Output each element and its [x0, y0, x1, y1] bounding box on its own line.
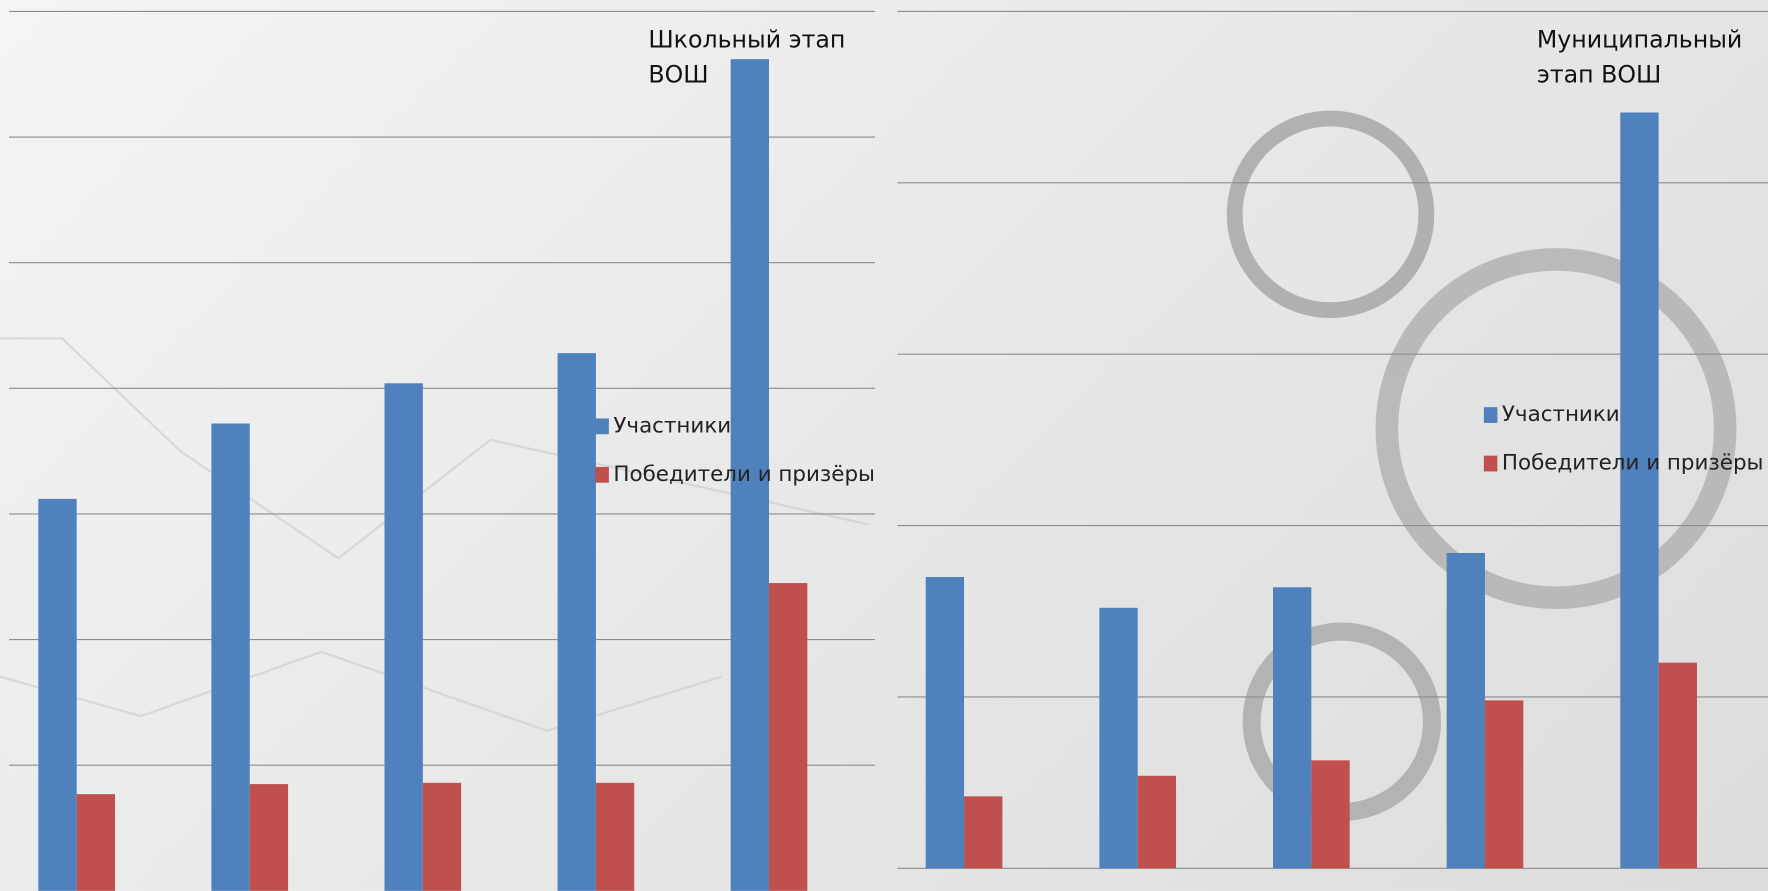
- bar: [925, 576, 965, 869]
- bar: [1620, 112, 1659, 869]
- title-box: Школьный этап ВОШ: [648, 26, 846, 89]
- bar: [595, 782, 635, 891]
- legend-label: Участники: [1502, 402, 1620, 427]
- decor-line: [0, 650, 722, 732]
- chart-title: Школьный этап ВОШ: [648, 26, 846, 89]
- bar: [1099, 607, 1138, 869]
- bar: [1137, 775, 1177, 869]
- bar: [422, 782, 462, 891]
- legend-swatch: [1483, 455, 1498, 472]
- bar: [730, 59, 769, 891]
- bar: [76, 794, 116, 891]
- chart-title: Муниципальный этап ВОШ: [1536, 26, 1743, 89]
- legend-swatch: [595, 418, 609, 435]
- decor-gear: [1226, 110, 1435, 319]
- legend-label: Участники: [613, 413, 731, 438]
- bar: [768, 583, 808, 891]
- legend-label: Победители и призёры: [613, 462, 875, 487]
- background-decor: [0, 110, 1737, 821]
- legend-label: Победители и призёры: [1502, 451, 1764, 476]
- bar: [1311, 760, 1350, 869]
- decor-gear: [1375, 248, 1737, 609]
- bar: [384, 383, 423, 891]
- title-box: Муниципальный этап ВОШ: [1536, 26, 1743, 89]
- legend-swatch: [1483, 407, 1498, 423]
- bar: [1273, 587, 1312, 869]
- decor-line: [0, 337, 869, 560]
- bar: [211, 423, 250, 891]
- bar: [557, 353, 596, 891]
- bar: [38, 498, 77, 891]
- bar: [1446, 552, 1485, 869]
- bar: [1484, 700, 1524, 869]
- bar: [249, 784, 289, 891]
- legend-swatch: [595, 466, 609, 483]
- bar: [1658, 662, 1697, 869]
- bar: [964, 796, 1003, 869]
